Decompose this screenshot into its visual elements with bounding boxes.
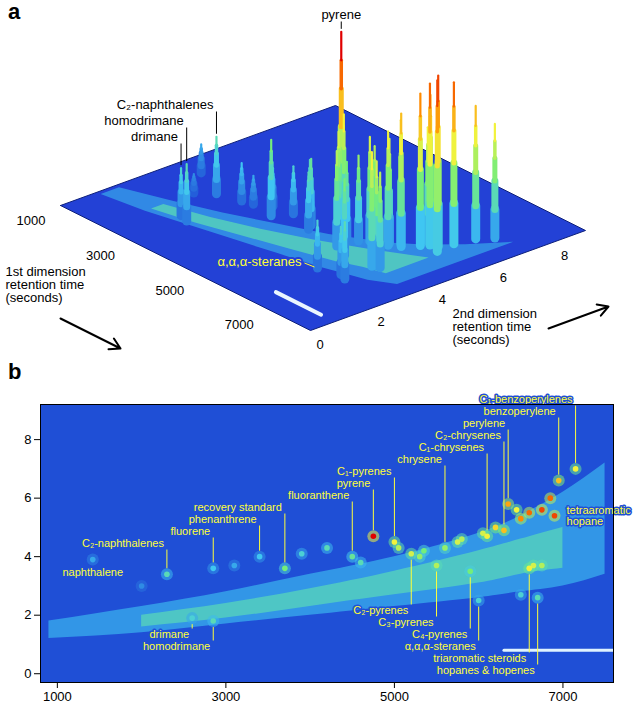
svg-text:3000: 3000 bbox=[86, 248, 115, 263]
svg-text:benzoperylene: benzoperylene bbox=[484, 405, 556, 417]
svg-text:α,α,α-steranes: α,α,α-steranes bbox=[405, 640, 477, 652]
svg-text:2: 2 bbox=[24, 607, 31, 622]
svg-text:6: 6 bbox=[500, 270, 507, 285]
svg-text:C₁-chrysenes: C₁-chrysenes bbox=[419, 441, 485, 453]
svg-text:chrysene: chrysene bbox=[397, 453, 442, 465]
svg-text:3000: 3000 bbox=[211, 689, 240, 704]
svg-text:5000: 5000 bbox=[380, 689, 409, 704]
svg-text:tetraaromatichopane: tetraaromatichopane bbox=[567, 504, 632, 527]
html-text:a: a bbox=[8, 0, 21, 24]
svg-text:hopanes & hopenes: hopanes & hopenes bbox=[437, 664, 535, 676]
svg-text:4: 4 bbox=[439, 292, 446, 307]
svg-text:C₂-chrysenes: C₂-chrysenes bbox=[435, 429, 502, 441]
svg-text:C₂-naphthalenes: C₂-naphthalenes bbox=[117, 97, 214, 112]
svg-text:pyrene: pyrene bbox=[321, 7, 361, 22]
svg-text:C₃-pyrenes: C₃-pyrenes bbox=[378, 616, 434, 628]
svg-text:7000: 7000 bbox=[225, 317, 254, 332]
svg-text:naphthalene: naphthalene bbox=[62, 566, 123, 578]
svg-text:C₄-pyrenes: C₄-pyrenes bbox=[412, 628, 468, 640]
svg-text:1000: 1000 bbox=[17, 213, 46, 228]
svg-text:α,α,α-steranes: α,α,α-steranes bbox=[217, 254, 301, 269]
svg-text:C₂-naphthalenes: C₂-naphthalenes bbox=[82, 537, 164, 549]
svg-text:recovery standard: recovery standard bbox=[194, 501, 282, 513]
svg-text:perylene: perylene bbox=[463, 417, 505, 429]
svg-text:C₁-benzoperylenes: C₁-benzoperylenes bbox=[480, 393, 573, 405]
svg-text:fluoranthene: fluoranthene bbox=[288, 489, 349, 501]
svg-text:1st dimensionretention time(se: 1st dimensionretention time(seconds) bbox=[6, 264, 86, 305]
svg-text:drimane: drimane bbox=[149, 628, 189, 640]
svg-text:6: 6 bbox=[24, 490, 31, 505]
svg-text:8: 8 bbox=[24, 432, 31, 447]
svg-text:homodrimane: homodrimane bbox=[143, 640, 210, 652]
html-text:b: b bbox=[8, 359, 22, 384]
svg-text:5000: 5000 bbox=[155, 283, 184, 298]
svg-text:1000: 1000 bbox=[43, 689, 72, 704]
svg-text:fluorene: fluorene bbox=[170, 525, 210, 537]
svg-text:C₁-pyrenes: C₁-pyrenes bbox=[337, 465, 392, 477]
svg-text:0: 0 bbox=[24, 666, 31, 681]
svg-text:pyrene: pyrene bbox=[337, 477, 371, 489]
svg-text:4: 4 bbox=[24, 549, 31, 564]
svg-text:drimane: drimane bbox=[131, 129, 178, 144]
svg-text:homodrimane: homodrimane bbox=[104, 113, 184, 128]
svg-text:7000: 7000 bbox=[548, 689, 577, 704]
svg-text:triaromatic steroids: triaromatic steroids bbox=[433, 652, 526, 664]
svg-text:8: 8 bbox=[561, 248, 568, 263]
svg-text:C₂-pyrenes: C₂-pyrenes bbox=[353, 604, 409, 616]
svg-text:phenanthrene: phenanthrene bbox=[189, 513, 257, 525]
svg-text:2nd dimensionretention time(se: 2nd dimensionretention time(seconds) bbox=[453, 306, 538, 347]
svg-text:2: 2 bbox=[378, 314, 385, 329]
svg-text:0: 0 bbox=[317, 337, 324, 352]
